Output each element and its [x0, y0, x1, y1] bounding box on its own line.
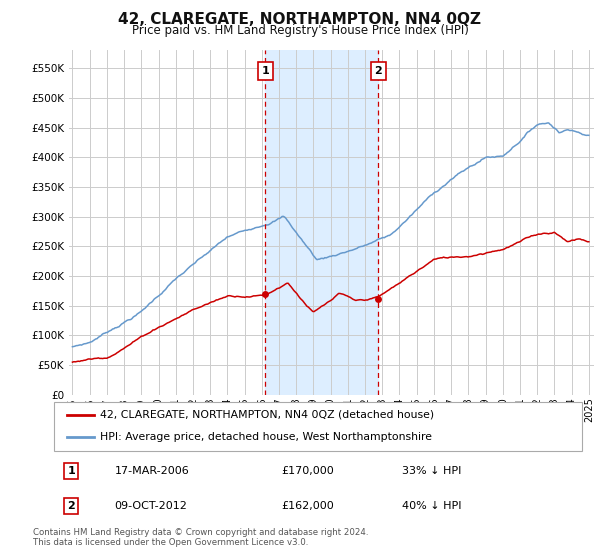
Text: Contains HM Land Registry data © Crown copyright and database right 2024.
This d: Contains HM Land Registry data © Crown c…: [33, 528, 368, 547]
Bar: [265, 50, 379, 395]
Text: HPI: Average price, detached house, West Northamptonshire: HPI: Average price, detached house, West…: [100, 432, 433, 442]
Text: £170,000: £170,000: [281, 466, 334, 476]
Text: Price paid vs. HM Land Registry's House Price Index (HPI): Price paid vs. HM Land Registry's House …: [131, 24, 469, 36]
Text: 09-OCT-2012: 09-OCT-2012: [115, 501, 188, 511]
Text: 1: 1: [67, 466, 75, 476]
Text: 2: 2: [374, 66, 382, 76]
Text: 33% ↓ HPI: 33% ↓ HPI: [403, 466, 462, 476]
Text: 42, CLAREGATE, NORTHAMPTON, NN4 0QZ (detached house): 42, CLAREGATE, NORTHAMPTON, NN4 0QZ (det…: [100, 410, 434, 420]
FancyBboxPatch shape: [54, 402, 582, 451]
Text: £162,000: £162,000: [281, 501, 334, 511]
Text: 2: 2: [67, 501, 75, 511]
Text: 42, CLAREGATE, NORTHAMPTON, NN4 0QZ: 42, CLAREGATE, NORTHAMPTON, NN4 0QZ: [119, 12, 482, 27]
Text: 40% ↓ HPI: 40% ↓ HPI: [403, 501, 462, 511]
Text: 17-MAR-2006: 17-MAR-2006: [115, 466, 190, 476]
Text: 1: 1: [262, 66, 269, 76]
